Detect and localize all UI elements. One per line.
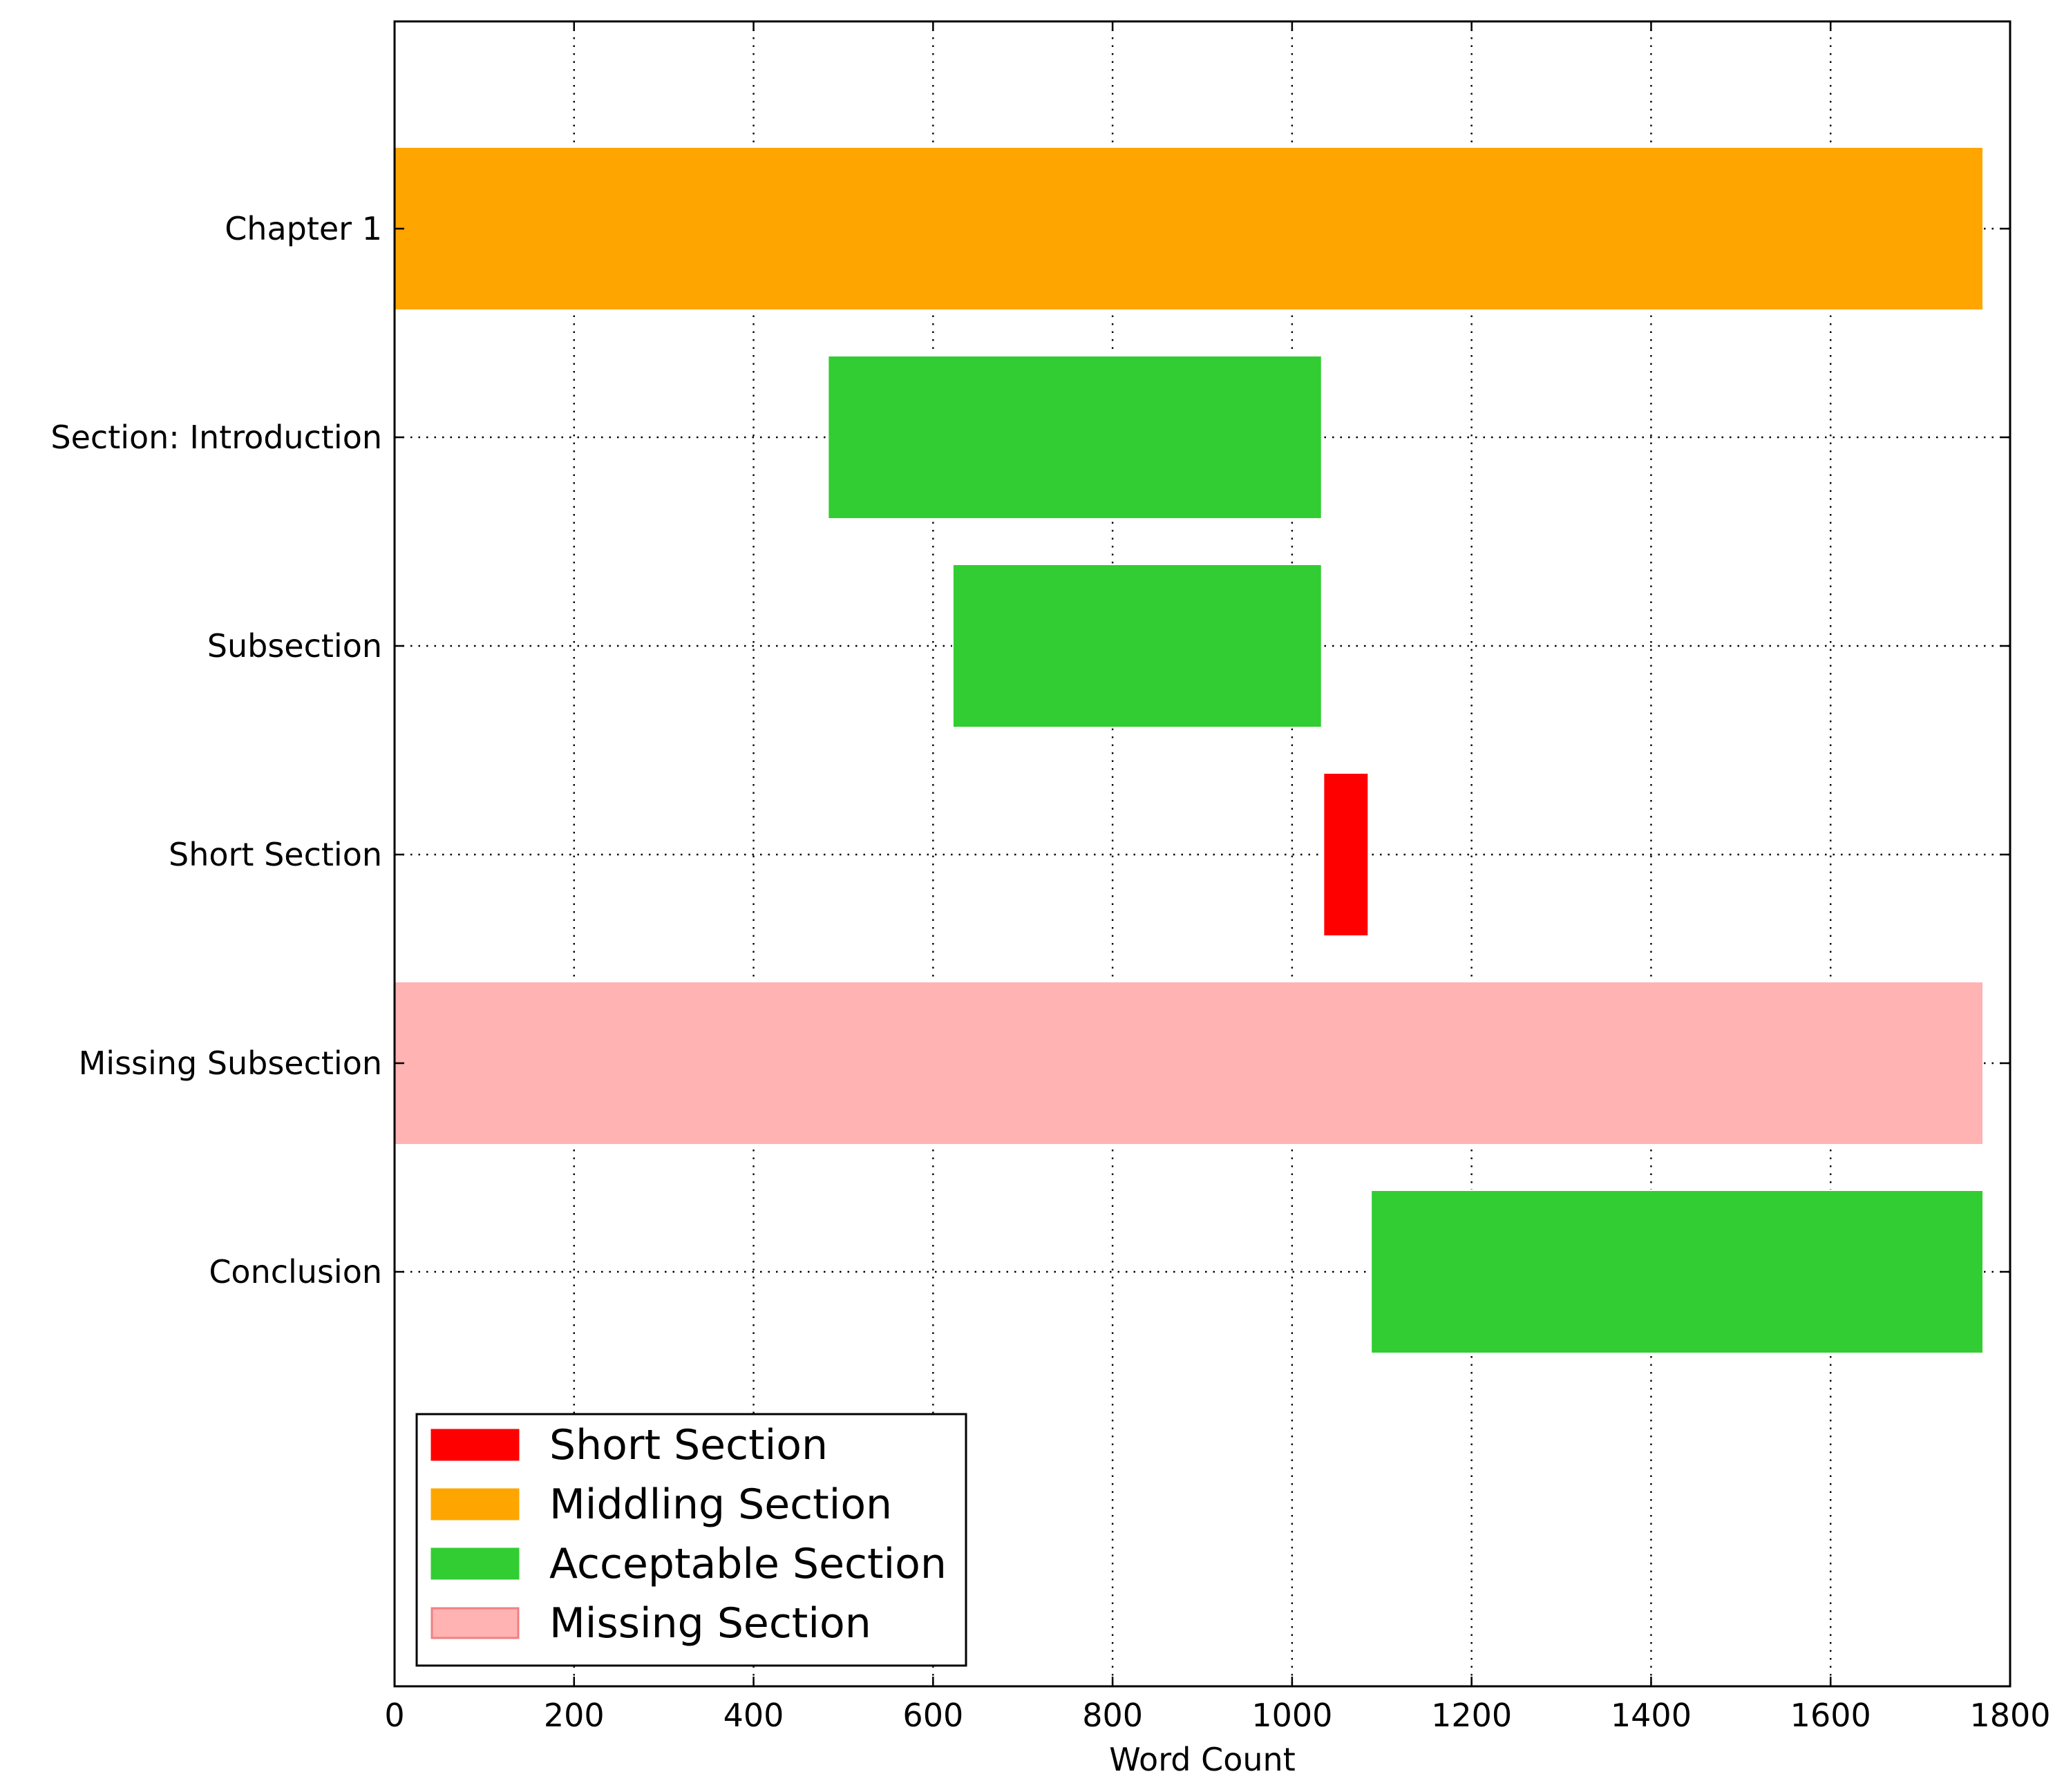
- x-tick-label: 400: [723, 1697, 784, 1734]
- x-tick-label: 0: [384, 1697, 404, 1734]
- bar-subsection: [951, 564, 1323, 728]
- legend-swatch: [430, 1488, 520, 1521]
- bar-conclusion: [1370, 1190, 1985, 1354]
- legend-swatch: [430, 1547, 520, 1580]
- category-label: Conclusion: [209, 1253, 382, 1290]
- plot-frame: [393, 20, 2011, 1688]
- bars: [394, 146, 1985, 1354]
- category-label: Subsection: [207, 627, 382, 665]
- x-tick-label: 600: [902, 1697, 963, 1734]
- legend-label: Missing Section: [549, 1599, 871, 1648]
- category-label: Section: Introduction: [50, 419, 382, 456]
- x-tick-label: 1600: [1790, 1697, 1871, 1734]
- legend-label: Acceptable Section: [549, 1540, 947, 1588]
- category-labels: Chapter 1 Section: Introduction Subsection…: [50, 210, 382, 1290]
- bar-missing-subsection: [394, 981, 1985, 1145]
- category-label: Chapter 1: [225, 210, 382, 247]
- legend-label: Short Section: [549, 1421, 828, 1469]
- bar-section-introduction: [827, 355, 1323, 520]
- x-tick-label: 800: [1082, 1697, 1143, 1734]
- category-label: Missing Subsection: [79, 1045, 382, 1082]
- legend-items: Short Section Middling Section Acceptable …: [430, 1421, 947, 1648]
- bar-short-section: [1323, 772, 1370, 937]
- x-tick-label: 1000: [1251, 1697, 1332, 1734]
- legend-label: Middling Section: [549, 1480, 892, 1529]
- legend: Short Section Middling Section Acceptable …: [415, 1413, 967, 1667]
- x-tick-label: 1800: [1969, 1697, 2050, 1734]
- x-axis-label: Word Count: [1109, 1741, 1295, 1778]
- x-tick-label: 200: [544, 1697, 605, 1734]
- legend-swatch: [430, 1607, 520, 1639]
- x-tick-labels: 0 200 400 600 800 1000 1200 1400 1600 1800: [384, 1697, 2050, 1734]
- x-tick-label: 1400: [1611, 1697, 1692, 1734]
- legend-swatch: [430, 1429, 520, 1461]
- category-label: Short Section: [169, 836, 382, 873]
- bar-chapter-1: [394, 146, 1985, 311]
- x-tick-label: 1200: [1431, 1697, 1512, 1734]
